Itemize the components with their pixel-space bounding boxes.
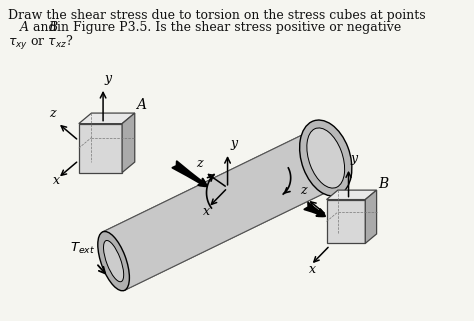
- Polygon shape: [102, 129, 337, 290]
- Polygon shape: [122, 113, 135, 173]
- Ellipse shape: [300, 120, 352, 196]
- Ellipse shape: [307, 128, 345, 188]
- Text: y: y: [230, 137, 237, 150]
- Text: B: B: [48, 21, 57, 34]
- Polygon shape: [327, 200, 365, 243]
- Text: x: x: [309, 263, 316, 276]
- Ellipse shape: [103, 240, 124, 282]
- Ellipse shape: [98, 231, 129, 291]
- Text: and: and: [25, 21, 61, 34]
- Text: A: A: [20, 21, 29, 34]
- Text: A: A: [137, 98, 146, 112]
- Text: Draw the shear stress due to torsion on the stress cubes at points: Draw the shear stress due to torsion on …: [8, 9, 425, 22]
- Polygon shape: [79, 113, 135, 124]
- Text: z: z: [300, 184, 307, 197]
- Text: B: B: [378, 177, 389, 191]
- Polygon shape: [79, 124, 122, 173]
- Text: in Figure P3.5. Is the shear stress positive or negative: in Figure P3.5. Is the shear stress posi…: [53, 21, 401, 34]
- Text: x: x: [203, 204, 210, 218]
- Text: y: y: [350, 152, 357, 165]
- Polygon shape: [365, 190, 377, 243]
- Polygon shape: [327, 190, 377, 200]
- Polygon shape: [102, 129, 337, 290]
- Text: $\tau_{xy}$ or $\tau_{xz}$?: $\tau_{xy}$ or $\tau_{xz}$?: [8, 34, 73, 52]
- Text: x: x: [53, 174, 60, 187]
- Text: z: z: [196, 157, 202, 170]
- Text: z: z: [49, 107, 55, 120]
- Text: y: y: [105, 72, 112, 85]
- Text: $T_{ext}$: $T_{ext}$: [70, 241, 95, 256]
